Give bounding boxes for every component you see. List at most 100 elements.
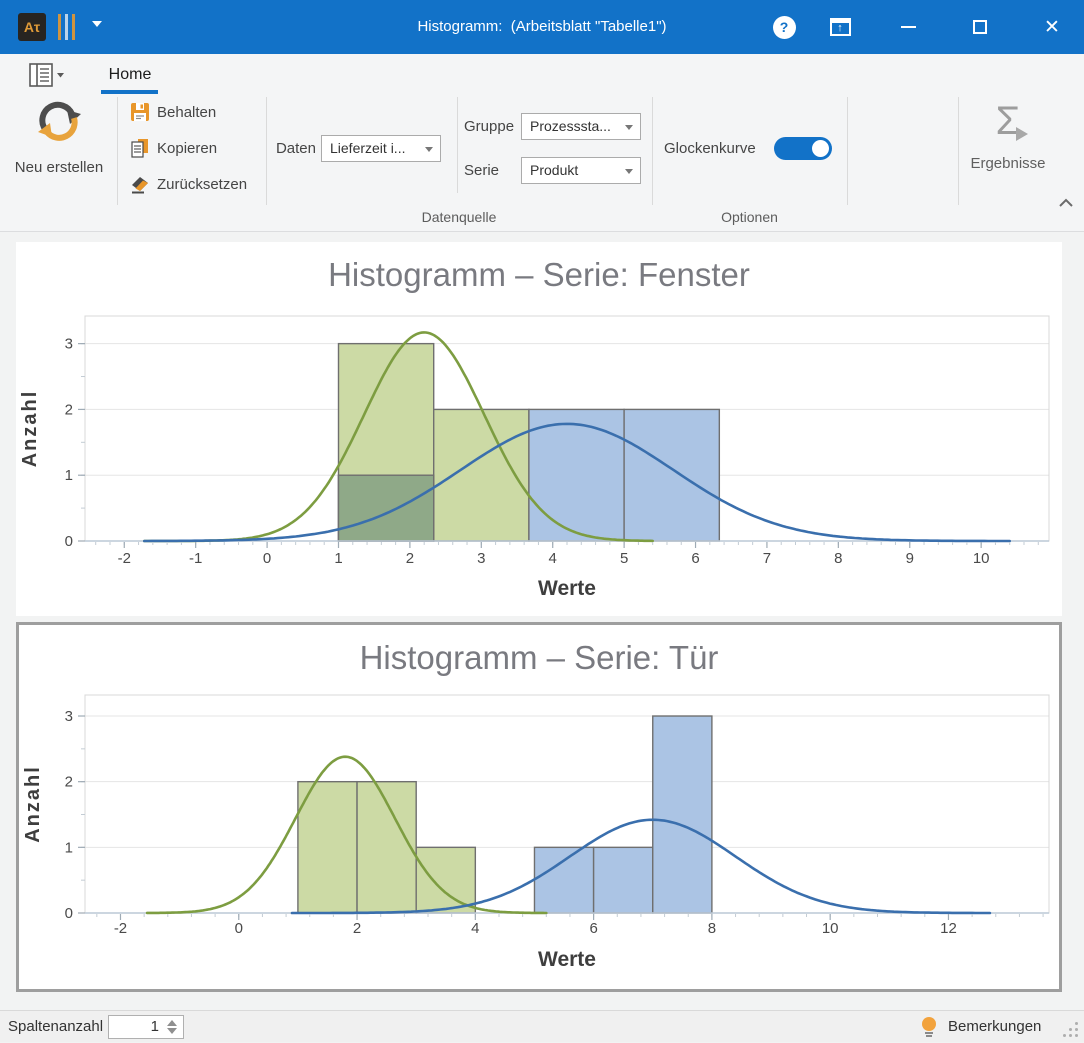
histogram-tuer: -2 0 2 4 6 8 10 12 0 1 2 3 Werte Anzahl [19,685,1059,992]
help-button[interactable]: ? [768,0,800,54]
svg-text:6: 6 [589,920,597,937]
svg-text:3: 3 [65,708,73,725]
daten-dropdown[interactable]: Lieferzeit i... [321,135,441,162]
reset-button-label: Zurücksetzen [157,175,248,193]
app-menu-icon [29,63,64,87]
svg-text:10: 10 [822,920,839,937]
lightbulb-icon [922,1017,936,1037]
chart-title: Histogramm – Serie: Fenster [328,256,750,293]
svg-text:5: 5 [620,550,628,567]
spaltenanzahl-spinner[interactable]: 1 [108,1015,184,1039]
copy-button[interactable]: Kopieren [130,135,217,161]
spinner-down-icon[interactable] [167,1028,177,1034]
titlebar: Aτ Histogramm: (Arbeitsblatt "Tabelle1")… [0,0,1084,54]
svg-text:3: 3 [477,550,485,567]
chart-panel-fenster[interactable]: Histogramm – Serie: Fenster -2 -1 0 1 2 3 4 5 6 7… [16,242,1062,616]
group-label-datenquelle: Datenquelle [421,209,497,225]
spaltenanzahl-label: Spaltenanzahl [8,1018,104,1035]
svg-text:1: 1 [65,467,73,484]
svg-text:3: 3 [65,336,73,353]
svg-text:-2: -2 [118,550,131,567]
maximize-icon [973,20,987,34]
recreate-button-label[interactable]: Neu erstellen [14,159,104,176]
gruppe-dropdown[interactable]: Prozesssta... [521,113,641,140]
svg-text:2: 2 [65,401,73,418]
svg-text:Werte: Werte [538,577,596,600]
svg-text:2: 2 [353,920,361,937]
keep-button[interactable]: Behalten [130,99,216,125]
maximize-button[interactable] [964,0,996,54]
svg-text:Anzahl: Anzahl [22,765,44,843]
app-logo-icon[interactable]: Aτ [18,13,46,41]
serie-dropdown[interactable]: Produkt [521,157,641,184]
refresh-icon [38,101,81,141]
svg-text:6: 6 [691,550,699,567]
close-button[interactable]: ✕ [1036,0,1068,54]
minimize-button[interactable] [892,0,924,54]
tab-home[interactable]: Home [108,66,152,83]
svg-text:0: 0 [65,533,73,550]
help-icon: ? [772,15,796,39]
svg-text:2: 2 [65,774,73,791]
ribbon-collapse-button[interactable] [1058,195,1074,213]
svg-text:2: 2 [406,550,414,567]
serie-label: Serie [464,162,500,179]
tab-home-underline [101,90,158,94]
svg-text:1: 1 [334,550,342,567]
app-menu-button[interactable] [28,62,68,89]
chevron-up-icon [1059,198,1073,207]
svg-text:-2: -2 [114,920,127,937]
document-area: Histogramm – Serie: Fenster -2 -1 0 1 2 3 4 5 6 7… [0,232,1084,1010]
minimize-icon [900,26,916,28]
chart-panel-tuer[interactable]: Histogramm – Serie: Tür -2 0 2 4 6 8 10 12 0 1 2 3 W… [16,622,1062,992]
svg-text:9: 9 [906,550,914,567]
keep-button-label: Behalten [157,103,217,121]
svg-text:-1: -1 [189,550,202,567]
serie-dropdown-value: Produkt [530,162,579,178]
statusbar: Spaltenanzahl 1 Bemerkungen [0,1010,1084,1042]
svg-text:Werte: Werte [538,948,596,971]
chart-title: Histogramm – Serie: Tür [359,639,719,676]
chevron-down-icon [425,147,433,152]
svg-text:1: 1 [65,839,73,856]
reset-button[interactable]: Zurücksetzen [130,171,247,197]
recreate-button[interactable] [34,97,84,154]
svg-text:8: 8 [708,920,716,937]
app-menu-caret-icon [57,73,64,78]
gruppe-label: Gruppe [464,118,515,135]
group-label-optionen: Optionen [721,209,778,225]
bemerkungen-button[interactable]: Bemerkungen [948,1018,1042,1035]
quick-access-bars-icon[interactable] [58,14,75,40]
svg-text:0: 0 [263,550,271,567]
close-icon: ✕ [1044,16,1060,38]
toggle-knob [812,140,829,157]
gruppe-dropdown-value: Prozesssta... [530,118,611,134]
svg-text:4: 4 [471,920,479,937]
chevron-down-icon [625,125,633,130]
keep-on-top-icon [829,18,851,36]
svg-text:0: 0 [65,905,73,922]
keep-on-top-button[interactable] [824,0,856,54]
ribbon: Home Neu erstellen Behalten [0,54,1084,232]
sigma-icon: Σ [995,99,1021,143]
svg-text:0: 0 [235,920,243,937]
results-arrow-icon [1016,127,1028,141]
glockenkurve-toggle[interactable] [774,137,832,160]
svg-text:12: 12 [940,920,957,937]
chevron-down-icon [625,169,633,174]
ergebnisse-button[interactable]: Ergebnisse [970,155,1046,172]
resize-grip[interactable] [1063,1022,1079,1038]
spaltenanzahl-value: 1 [150,1018,159,1035]
svg-text:10: 10 [973,550,990,567]
save-icon [131,103,149,121]
daten-label: Daten [275,140,316,157]
svg-text:8: 8 [834,550,842,567]
histogram-fenster: -2 -1 0 1 2 3 4 5 6 7 8 9 10 0 1 2 3 Werte Anzahl [16,302,1062,615]
spinner-up-icon[interactable] [167,1020,177,1026]
svg-text:7: 7 [763,550,771,567]
daten-dropdown-value: Lieferzeit i... [330,140,406,156]
quick-access-caret-icon[interactable] [92,21,102,27]
glockenkurve-label: Glockenkurve [664,140,756,157]
svg-text:4: 4 [549,550,557,567]
copy-icon [131,139,148,158]
